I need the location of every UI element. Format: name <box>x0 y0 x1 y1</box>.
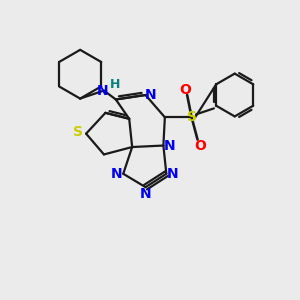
Text: N: N <box>140 187 152 201</box>
Text: N: N <box>145 88 157 102</box>
Text: N: N <box>97 84 108 98</box>
Text: N: N <box>111 167 122 181</box>
Text: S: S <box>187 110 196 124</box>
Text: S: S <box>73 125 83 139</box>
Text: O: O <box>180 83 192 97</box>
Text: N: N <box>167 167 179 181</box>
Text: O: O <box>195 139 206 152</box>
Text: N: N <box>164 139 176 152</box>
Text: H: H <box>110 78 120 91</box>
